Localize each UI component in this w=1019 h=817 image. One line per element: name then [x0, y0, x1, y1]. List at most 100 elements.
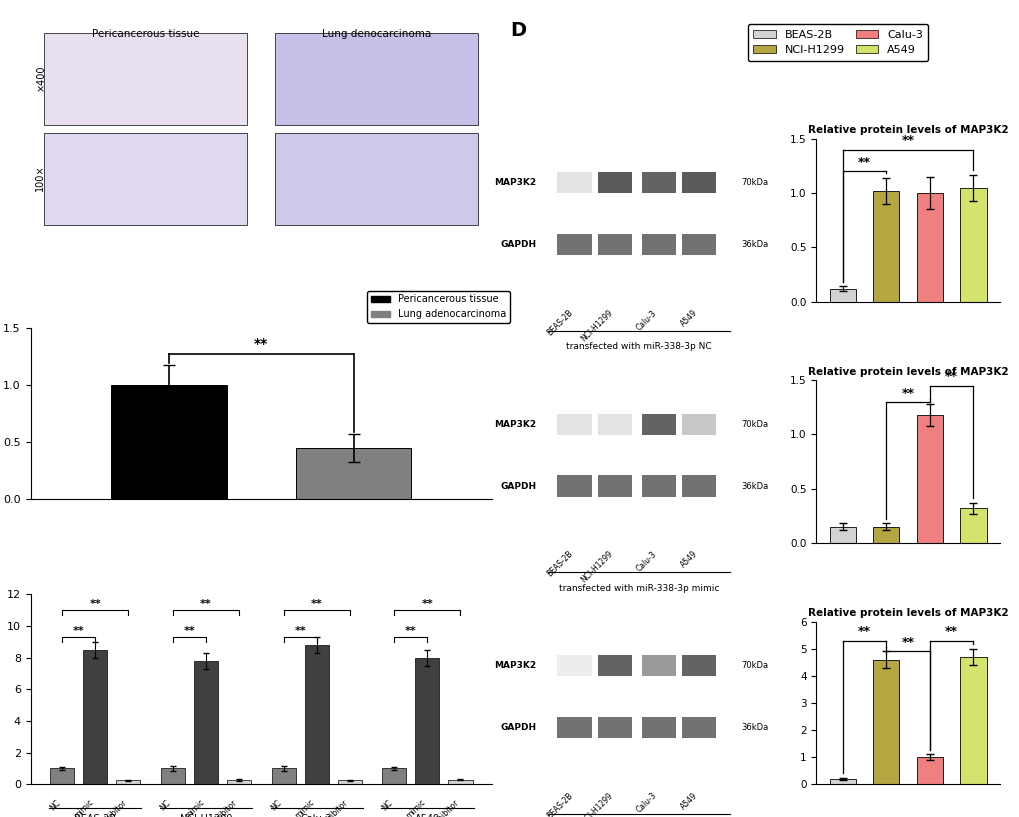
Text: **: ** [901, 386, 914, 400]
Bar [337, 780, 362, 784]
Text: Pericancerous tissue: Pericancerous tissue [92, 29, 200, 38]
Text: 36kDa: 36kDa [741, 481, 768, 490]
Bar [960, 188, 985, 301]
Bar [641, 413, 676, 435]
Bar [227, 780, 251, 784]
Text: 70kDa: 70kDa [741, 178, 768, 187]
Bar [556, 717, 591, 738]
Text: **: ** [254, 337, 268, 351]
Text: NCI-H1299: NCI-H1299 [179, 814, 232, 817]
Text: 100×: 100× [36, 165, 45, 191]
Bar [872, 191, 899, 301]
Bar [305, 645, 328, 784]
Legend: Pericancerous tissue, Lung adenocarcinoma: Pericancerous tissue, Lung adenocarcinom… [367, 291, 510, 324]
Text: **: ** [183, 626, 195, 636]
Text: 70kDa: 70kDa [741, 420, 768, 429]
Text: inhibitor: inhibitor [210, 797, 238, 817]
Text: MAP3K2: MAP3K2 [493, 661, 536, 670]
Text: **: ** [945, 625, 957, 638]
Text: A549: A549 [679, 308, 699, 328]
Bar [960, 508, 985, 543]
Text: 70kDa: 70kDa [741, 661, 768, 670]
Text: **: ** [857, 625, 870, 638]
Bar [275, 33, 478, 125]
Bar [382, 769, 406, 784]
Text: NC: NC [48, 797, 62, 812]
Bar [682, 413, 715, 435]
Text: **: ** [90, 599, 101, 609]
Text: NCI-H1299: NCI-H1299 [579, 550, 614, 585]
Bar [161, 769, 184, 784]
Bar [271, 769, 296, 784]
Bar [641, 655, 676, 676]
Bar [415, 658, 439, 784]
Text: **: ** [311, 599, 322, 609]
Text: Calu-3: Calu-3 [301, 814, 332, 817]
Text: NC: NC [380, 797, 394, 812]
Text: D: D [510, 21, 526, 40]
Bar [641, 234, 676, 255]
Text: A549: A549 [679, 791, 699, 811]
Bar [597, 172, 631, 194]
Text: **: ** [857, 156, 870, 169]
Bar [556, 234, 591, 255]
Bar [556, 475, 591, 497]
Text: Lung denocarcinoma: Lung denocarcinoma [322, 29, 431, 38]
Bar [828, 527, 855, 543]
Bar [597, 413, 631, 435]
Text: MAP3K2: MAP3K2 [493, 420, 536, 429]
Text: ×400: ×400 [36, 65, 45, 91]
Text: A549: A549 [679, 550, 699, 570]
Bar [872, 527, 899, 543]
Bar [682, 717, 715, 738]
Text: NC: NC [159, 797, 172, 812]
Title: Relative protein levels of MAP3K2: Relative protein levels of MAP3K2 [807, 608, 1008, 618]
Bar [828, 288, 855, 301]
Bar [641, 475, 676, 497]
Bar [448, 779, 472, 784]
Text: **: ** [901, 134, 914, 147]
Title: Relative protein levels of MAP3K2: Relative protein levels of MAP3K2 [807, 367, 1008, 377]
Text: mimic: mimic [72, 797, 95, 817]
Text: **: ** [72, 626, 85, 636]
Bar [916, 415, 942, 543]
Text: inhibitor: inhibitor [99, 797, 128, 817]
Bar [916, 757, 942, 784]
Text: Calu-3: Calu-3 [635, 308, 658, 332]
Bar [597, 717, 631, 738]
Text: BEAS-2B: BEAS-2B [544, 791, 574, 817]
Bar [872, 659, 899, 784]
Bar [84, 650, 107, 784]
Bar [682, 172, 715, 194]
Text: mimic: mimic [182, 797, 206, 817]
Bar [641, 717, 676, 738]
Bar [194, 661, 218, 784]
Text: 36kDa: 36kDa [741, 723, 768, 732]
Text: GAPDH: GAPDH [499, 240, 536, 249]
Text: BEAS-2B: BEAS-2B [544, 550, 574, 578]
Text: inhibitor: inhibitor [320, 797, 350, 817]
Text: Calu-3: Calu-3 [635, 550, 658, 574]
Text: transfected with miR-338-3p mimic: transfected with miR-338-3p mimic [558, 583, 718, 592]
Bar [50, 769, 74, 784]
Text: NC: NC [269, 797, 283, 812]
Text: BEAS-2B: BEAS-2B [544, 308, 574, 337]
Bar [682, 655, 715, 676]
Bar [556, 172, 591, 194]
Text: 36kDa: 36kDa [741, 240, 768, 249]
Text: **: ** [421, 599, 433, 609]
Legend: BEAS-2B, NCI-H1299, Calu-3, A549: BEAS-2B, NCI-H1299, Calu-3, A549 [747, 24, 927, 60]
Bar [960, 657, 985, 784]
Text: BEAS-2B: BEAS-2B [74, 814, 116, 817]
Text: NCI-H1299: NCI-H1299 [579, 308, 614, 343]
Bar [828, 779, 855, 784]
Text: **: ** [405, 626, 417, 636]
Bar [682, 234, 715, 255]
Bar [296, 448, 411, 499]
Text: NCI-H1299: NCI-H1299 [579, 791, 614, 817]
Bar [641, 172, 676, 194]
Text: **: ** [945, 370, 957, 383]
Bar [597, 234, 631, 255]
Bar [597, 475, 631, 497]
Text: **: ** [294, 626, 306, 636]
